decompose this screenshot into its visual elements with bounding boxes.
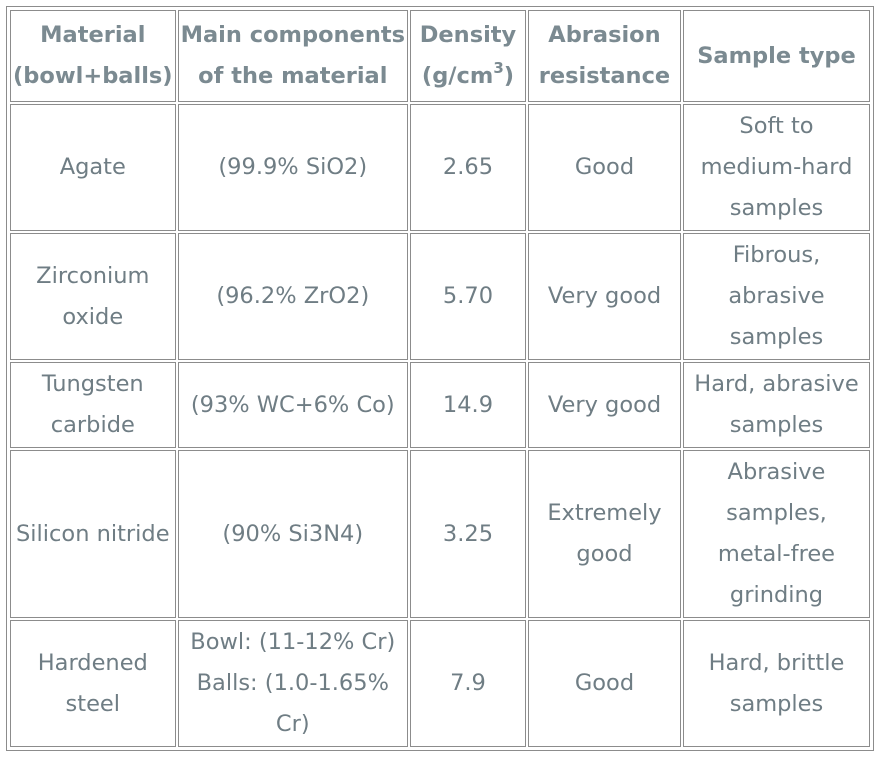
cell-density: 2.65: [409, 104, 526, 231]
cell-sample-type: Hard, abrasive samples: [682, 362, 870, 448]
cell-sample-type: Fibrous, abrasive samples: [682, 233, 870, 360]
cell-components: Bowl: (11-12% Cr) Balls: (1.0-1.65% Cr): [177, 620, 408, 747]
cell-material: Agate: [10, 104, 176, 231]
cell-density: 3.25: [409, 450, 526, 618]
cell-sample-type: Hard, brittle samples: [682, 620, 870, 747]
materials-table-frame: Material (bowl+balls) Main components of…: [6, 6, 874, 751]
cell-sample-type: Abrasive samples, metal-free grinding: [682, 450, 870, 618]
cell-components: (96.2% ZrO2): [177, 233, 408, 360]
header-abrasion: Abrasion resistance: [527, 10, 681, 102]
cell-abrasion: Good: [527, 104, 681, 231]
header-sample-type: Sample type: [682, 10, 870, 102]
cell-abrasion: Good: [527, 620, 681, 747]
cell-abrasion: Very good: [527, 233, 681, 360]
cell-material: Silicon nitride: [10, 450, 176, 618]
materials-table: Material (bowl+balls) Main components of…: [8, 8, 872, 749]
header-row: Material (bowl+balls) Main components of…: [10, 10, 870, 102]
table-row: Tungsten carbide (93% WC+6% Co) 14.9 Ver…: [10, 362, 870, 448]
cell-material: Zirconium oxide: [10, 233, 176, 360]
cell-density: 5.70: [409, 233, 526, 360]
density-unit: (g/cm3): [421, 58, 515, 89]
header-material: Material (bowl+balls): [10, 10, 176, 102]
table-row: Agate (99.9% SiO2) 2.65 Good Soft to med…: [10, 104, 870, 231]
cell-density: 14.9: [409, 362, 526, 448]
cell-components: (90% Si3N4): [177, 450, 408, 618]
cell-abrasion: Very good: [527, 362, 681, 448]
table-row: Zirconium oxide (96.2% ZrO2) 5.70 Very g…: [10, 233, 870, 360]
cell-components: (93% WC+6% Co): [177, 362, 408, 448]
cell-components: (99.9% SiO2): [177, 104, 408, 231]
cell-abrasion: Extremely good: [527, 450, 681, 618]
header-density: Density (g/cm3): [409, 10, 526, 102]
cell-material: Tungsten carbide: [10, 362, 176, 448]
table-row: Silicon nitride (90% Si3N4) 3.25 Extreme…: [10, 450, 870, 618]
header-components: Main components of the material: [177, 10, 408, 102]
table-row: Hardened steel Bowl: (11-12% Cr) Balls: …: [10, 620, 870, 747]
cell-material: Hardened steel: [10, 620, 176, 747]
cell-density: 7.9: [409, 620, 526, 747]
cell-sample-type: Soft to medium-hard samples: [682, 104, 870, 231]
